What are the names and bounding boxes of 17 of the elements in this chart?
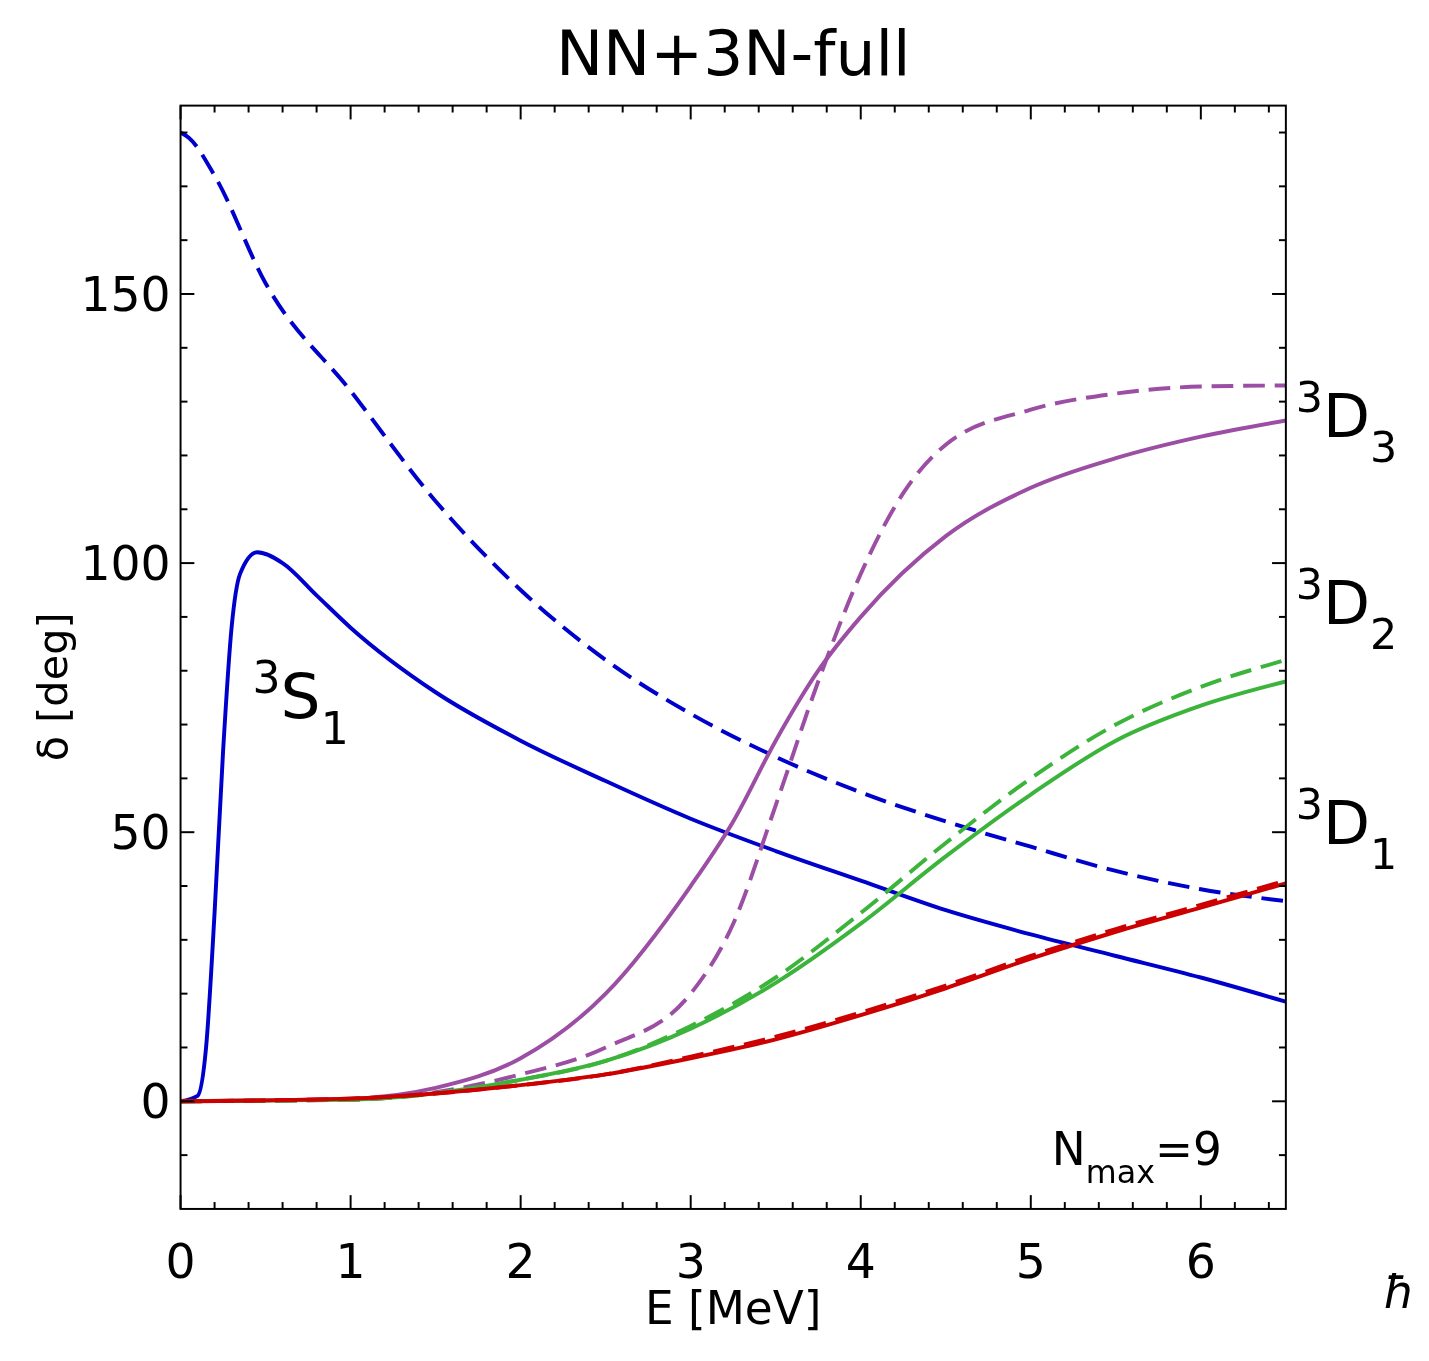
text: $^{3}$D$_{2}$	[1295, 559, 1398, 660]
text: $^{3}$D$_{1}$	[1295, 779, 1398, 880]
y-axis-title: δ [deg]	[29, 612, 78, 762]
y-tick-label: 0	[140, 1074, 171, 1130]
x-tick-label: 6	[1185, 1233, 1216, 1289]
y-tick-label: 100	[80, 535, 171, 591]
text: $^{3}$D$_{3}$	[1295, 371, 1398, 472]
x-tick-label: 4	[845, 1233, 876, 1289]
annotation: N$_{max}$=9	[1051, 1122, 1222, 1190]
annotation: $^{3}$S$_{1}$	[252, 651, 349, 754]
x-tick-label: 2	[505, 1233, 536, 1289]
text: ħ	[1383, 1265, 1415, 1319]
y-tick-label: 150	[80, 266, 171, 322]
x-tick-label: 1	[335, 1233, 366, 1289]
x-tick-label: 5	[1015, 1233, 1046, 1289]
chart-title: NN+3N-full	[555, 16, 911, 91]
y-tick-label: 50	[110, 804, 171, 860]
